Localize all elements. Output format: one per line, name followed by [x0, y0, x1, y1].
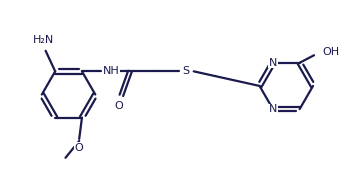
Text: NH: NH [103, 66, 120, 76]
Text: O: O [75, 143, 84, 153]
Text: N: N [269, 58, 277, 68]
Text: H₂N: H₂N [33, 36, 54, 46]
Text: S: S [183, 66, 190, 76]
Text: O: O [114, 101, 123, 111]
Text: OH: OH [323, 47, 340, 57]
Text: N: N [269, 104, 277, 114]
